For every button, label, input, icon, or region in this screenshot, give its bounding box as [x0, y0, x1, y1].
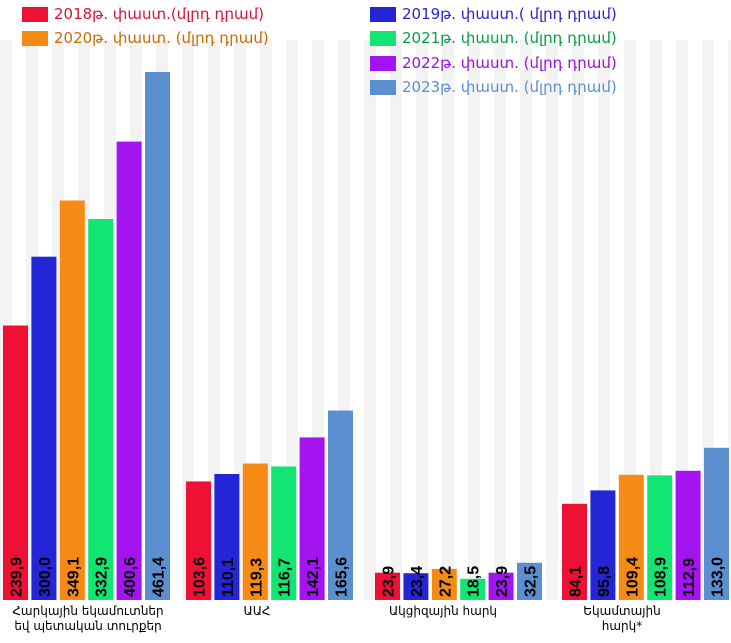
category-label-3: Ակցիզային հարկ — [388, 604, 498, 618]
legend-label-4: 2021թ. փաստ. (մլրդ դրամ) — [402, 29, 617, 47]
value-label-1-1: 239,9 — [9, 557, 26, 597]
bar-2-1 — [31, 256, 57, 600]
bar-1-1 — [3, 325, 28, 600]
legend-item-6: 2023թ. փաստ. (մլրդ դրամ) — [370, 78, 617, 96]
category-label-2: ԱԱՀ — [243, 604, 271, 618]
value-label-1-3: 23,9 — [381, 566, 398, 597]
legend-label-6: 2023թ. փաստ. (մլրդ դրամ) — [402, 78, 617, 96]
legend-item-3: 2020թ. փաստ. (մլրդ դրամ) — [22, 29, 269, 47]
value-label-1-4: 84,1 — [568, 566, 585, 597]
value-label-4-2: 116,7 — [277, 558, 294, 597]
value-label-3-4: 109,4 — [624, 557, 641, 597]
value-label-4-3: 18,5 — [466, 566, 483, 597]
bar-5-2 — [299, 437, 325, 600]
legend-label-3: 2020թ. փաստ. (մլրդ դրամ) — [54, 29, 269, 47]
value-label-4-1: 332,9 — [94, 557, 111, 597]
legend-item-4: 2021թ. փաստ. (մլրդ դրամ) — [370, 29, 617, 47]
bar-5-4 — [675, 470, 701, 600]
legend-swatch-2 — [370, 6, 396, 22]
bar-6-3 — [517, 562, 542, 600]
legend-label-5: 2022թ. փաստ. (մլրդ դրամ) — [402, 54, 617, 72]
bar-6-4 — [704, 447, 729, 600]
value-label-1-2: 103,6 — [192, 557, 209, 597]
legend-swatch-5 — [370, 55, 396, 71]
legend-item-1: 2018թ. փաստ.(մլրդ դրամ) — [22, 5, 264, 23]
legend-label-2: 2019թ. փաստ.( մլրդ դրամ) — [402, 5, 617, 23]
value-label-6-4: 133,0 — [710, 557, 727, 597]
bar-3-1 — [59, 200, 85, 600]
value-label-5-4: 112,9 — [681, 558, 698, 597]
legend-swatch-6 — [370, 79, 396, 95]
legend-swatch-4 — [370, 30, 396, 46]
legend-swatch-1 — [22, 6, 48, 22]
value-labels-layer: 239,9 300,0 349,1 332,9 400,6 461,4 103,6 110,1… — [9, 557, 727, 597]
bar-6-1 — [145, 72, 170, 600]
bar-2-4 — [590, 490, 616, 600]
bar-4-2 — [271, 466, 297, 600]
bar-1-2 — [186, 481, 211, 600]
value-label-6-1: 461,4 — [151, 557, 168, 597]
bar-5-3 — [488, 572, 514, 600]
legend-item-2: 2019թ. փաստ.( մլրդ դրամ) — [370, 5, 617, 23]
category-label-4: Եկամտային հարկ* — [583, 604, 661, 633]
value-label-2-4: 95,8 — [596, 566, 613, 597]
value-label-6-3: 32,5 — [523, 566, 540, 597]
value-label-5-2: 142,1 — [305, 557, 322, 597]
legend-label-1: 2018թ. փաստ.(մլրդ դրամ) — [54, 5, 264, 23]
value-label-3-2: 119,3 — [248, 558, 265, 597]
bar-1-4 — [562, 503, 587, 600]
value-label-2-2: 110,1 — [220, 558, 237, 597]
bars-layer — [3, 72, 729, 600]
category-label-1: Հարկային եկամուտներ եվ պետական տուրքեր — [12, 604, 164, 633]
value-label-4-4: 108,9 — [653, 557, 670, 597]
value-label-2-1: 300,0 — [37, 557, 54, 597]
value-label-3-1: 349,1 — [65, 557, 82, 597]
bar-3-2 — [242, 463, 268, 600]
legend-item-5: 2022թ. փաստ. (մլրդ դրամ) — [370, 54, 617, 72]
value-label-5-1: 400,6 — [122, 557, 139, 597]
value-label-5-3: 23,9 — [494, 566, 511, 597]
bar-3-3 — [431, 568, 457, 600]
value-label-6-2: 165,6 — [334, 557, 351, 597]
bar-4-3 — [460, 578, 486, 600]
value-label-3-3: 27,2 — [437, 566, 454, 597]
legend-swatch-3 — [22, 30, 48, 46]
bar-2-3 — [403, 573, 429, 600]
bar-2-2 — [214, 474, 240, 600]
bar-4-4 — [647, 475, 673, 600]
bar-3-4 — [618, 474, 644, 600]
value-label-2-3: 23,4 — [409, 566, 426, 597]
bar-6-2 — [328, 410, 353, 600]
bar-1-3 — [375, 572, 400, 600]
bar-5-1 — [116, 141, 142, 600]
bar-4-1 — [88, 219, 114, 600]
